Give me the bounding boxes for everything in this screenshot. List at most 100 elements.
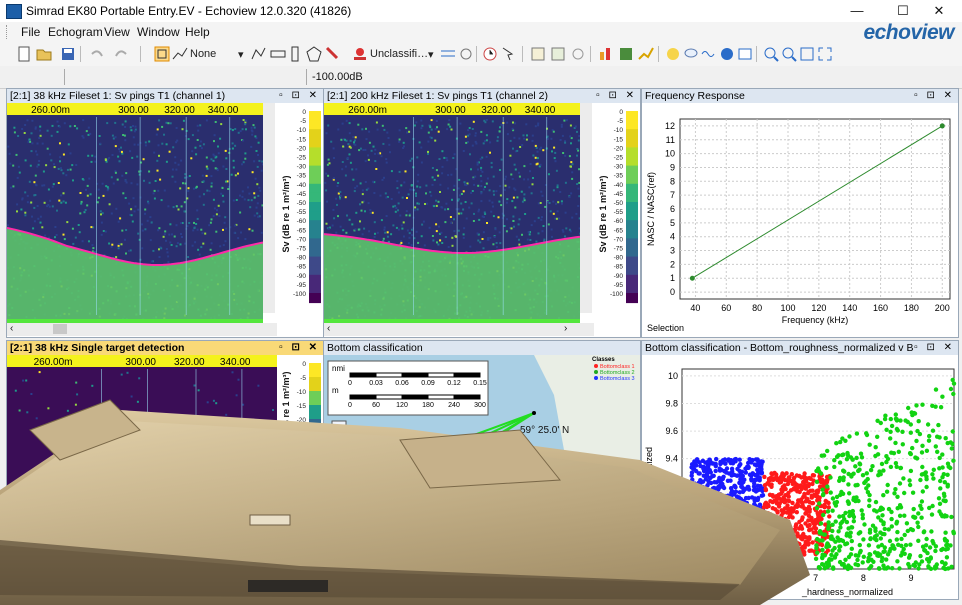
vertical-scrollbar[interactable]: [580, 103, 592, 313]
scroll-thumb[interactable]: [53, 324, 67, 334]
scatter-point: [902, 551, 907, 556]
rectangle-select-icon[interactable]: [154, 46, 170, 62]
echo-sample: [163, 133, 165, 136]
polygon-line-icon[interactable]: [250, 46, 266, 62]
menu-echogram[interactable]: Echogram: [48, 25, 103, 39]
echo-sample: [386, 235, 389, 238]
minimize-button[interactable]: —: [850, 3, 864, 18]
horizontal-scrollbar[interactable]: ‹ ›: [324, 323, 594, 336]
echo-sample: [425, 192, 427, 195]
echo-sample: [386, 131, 389, 134]
echo-sample: [403, 145, 405, 148]
brush-icon[interactable]: [325, 46, 341, 62]
grid-icon[interactable]: [440, 46, 456, 62]
chevron-down-icon[interactable]: ▾: [428, 49, 434, 61]
echo-sample: [225, 180, 228, 183]
frequency-response-panel[interactable]: Frequency Response ▫ ⊡ ✕ 40 60 80 100 120 140 1…: [641, 88, 959, 338]
menu-file[interactable]: File: [21, 25, 41, 39]
pointer-icon[interactable]: [500, 46, 516, 62]
chevron-down-icon[interactable]: ▾: [238, 49, 244, 61]
properties-icon[interactable]: [530, 46, 546, 62]
region-class-icon[interactable]: [352, 46, 368, 62]
speech-icon[interactable]: [683, 46, 699, 62]
zoom-in-icon[interactable]: [763, 46, 779, 62]
scatter-point: [938, 405, 944, 410]
close-button[interactable]: ✕: [933, 3, 945, 18]
scatter-point: [919, 472, 925, 477]
echo-sample: [493, 193, 495, 196]
echo-sample: [56, 209, 58, 212]
info-icon[interactable]: [719, 46, 735, 62]
menu-view[interactable]: View: [104, 25, 130, 39]
line-tool-icon[interactable]: [172, 46, 188, 62]
echo-sample: [177, 208, 180, 211]
echo-sample: [511, 178, 514, 180]
echo-sample: [123, 134, 126, 137]
redo-icon[interactable]: [114, 46, 130, 62]
maximize-button[interactable]: ☐: [897, 3, 909, 18]
echo-sample: [523, 193, 526, 196]
echo-sample: [561, 134, 564, 137]
hand-icon[interactable]: [458, 46, 474, 62]
echo-sample: [47, 204, 50, 206]
echo-sample: [489, 236, 492, 239]
echo-sample: [394, 210, 397, 213]
echo-sample: [198, 253, 201, 256]
window-icon[interactable]: [737, 46, 753, 62]
echo-sample: [108, 156, 111, 159]
save-icon[interactable]: [60, 46, 76, 62]
range-label: 300.00: [118, 105, 149, 116]
panel-buttons[interactable]: ▫ ⊡ ✕: [279, 341, 320, 355]
export-icon[interactable]: [618, 46, 634, 62]
vertical-scrollbar[interactable]: [263, 103, 275, 313]
echo-sample: [120, 146, 122, 149]
line-style-select[interactable]: None: [190, 48, 217, 60]
variable-properties-icon[interactable]: [550, 46, 566, 62]
echo-sample: [253, 126, 256, 129]
echo-sample: [213, 134, 216, 137]
zoom-extents-icon[interactable]: [817, 46, 833, 62]
menu-help[interactable]: Help: [185, 25, 210, 39]
polygon-icon[interactable]: [306, 46, 322, 62]
echogram-200khz-panel[interactable]: [2:1] 200 kHz Fileset 1: Sv pings T1 (ch…: [323, 88, 641, 338]
region-class-select[interactable]: Unclassifi…: [370, 48, 429, 60]
echogram-200khz[interactable]: 260.00m 300.00 320.00 340.00: [324, 103, 580, 325]
zoom-box-icon[interactable]: [799, 46, 815, 62]
scale-swatch: [309, 147, 321, 158]
echo-sample: [558, 217, 561, 220]
scroll-left-icon[interactable]: ‹: [10, 323, 14, 334]
echo-sample: [91, 244, 94, 247]
graph-icon[interactable]: [638, 46, 654, 62]
echo-sample: [233, 231, 236, 234]
open-folder-icon[interactable]: [36, 46, 52, 62]
scatter-point: [856, 531, 861, 536]
echo-sample: [411, 234, 414, 237]
clock-icon[interactable]: [482, 46, 498, 62]
horizontal-rect-icon[interactable]: [270, 46, 286, 62]
scroll-right-icon[interactable]: ›: [564, 323, 568, 334]
new-file-icon[interactable]: [16, 46, 32, 62]
horizontal-scrollbar[interactable]: ‹: [7, 323, 277, 336]
panel-buttons[interactable]: ▫ ⊡ ✕: [596, 89, 637, 103]
echo-sample: [401, 196, 404, 199]
menu-window[interactable]: Window: [137, 25, 180, 39]
refresh-icon[interactable]: [570, 46, 586, 62]
wave-icon[interactable]: [701, 46, 717, 62]
analysis-icon[interactable]: [598, 46, 614, 62]
panel-buttons[interactable]: ▫ ⊡ ✕: [914, 89, 955, 103]
echogram-38khz-panel[interactable]: [2:1] 38 kHz Fileset 1: Sv pings T1 (cha…: [6, 88, 324, 338]
scatter-point: [832, 545, 837, 551]
echo-sample: [58, 125, 61, 128]
panel-buttons[interactable]: ▫ ⊡ ✕: [914, 341, 955, 355]
echogram-38khz[interactable]: 260.00m 300.00 320.00 340.00: [7, 103, 263, 325]
echo-sample: [85, 188, 87, 191]
echo-sample: [537, 216, 540, 219]
check-icon[interactable]: [665, 46, 681, 62]
zoom-out-icon[interactable]: [781, 46, 797, 62]
echo-sample: [181, 222, 184, 224]
frequency-response-chart[interactable]: 40 60 80 100 120 140 160 180 2000123456789101112…: [642, 103, 958, 337]
undo-icon[interactable]: [88, 46, 104, 62]
vertical-rect-icon[interactable]: [287, 46, 303, 62]
panel-buttons[interactable]: ▫ ⊡ ✕: [279, 89, 320, 103]
scroll-left-icon[interactable]: ‹: [327, 323, 331, 334]
